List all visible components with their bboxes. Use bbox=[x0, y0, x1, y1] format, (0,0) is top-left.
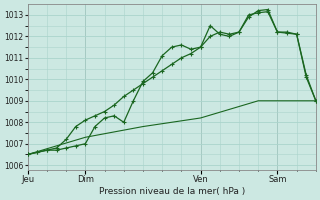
X-axis label: Pression niveau de la mer( hPa ): Pression niveau de la mer( hPa ) bbox=[99, 187, 245, 196]
